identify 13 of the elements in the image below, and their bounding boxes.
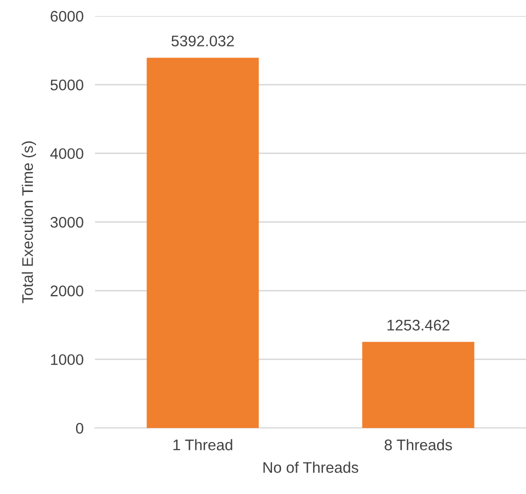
y-tick-label: 3000	[50, 216, 84, 228]
y-tick-label: 4000	[50, 148, 84, 160]
y-tick-label: 2000	[50, 286, 84, 296]
x-axis-title: No of Threads	[263, 462, 358, 473]
data-label: 1253.462	[388, 320, 450, 331]
y-tick-label: 6000	[50, 10, 84, 22]
y-tick-label: 1000	[51, 354, 84, 366]
x-tick-label: 8 Threads	[384, 439, 452, 450]
y-tick-label: 0	[76, 422, 84, 434]
x-tick-label: 1 Thread	[173, 439, 232, 450]
y-tick-label: 5000	[50, 80, 84, 90]
y-axis-title: Total Execution Time (s)	[22, 141, 36, 304]
data-label: 5392.032	[172, 36, 234, 46]
